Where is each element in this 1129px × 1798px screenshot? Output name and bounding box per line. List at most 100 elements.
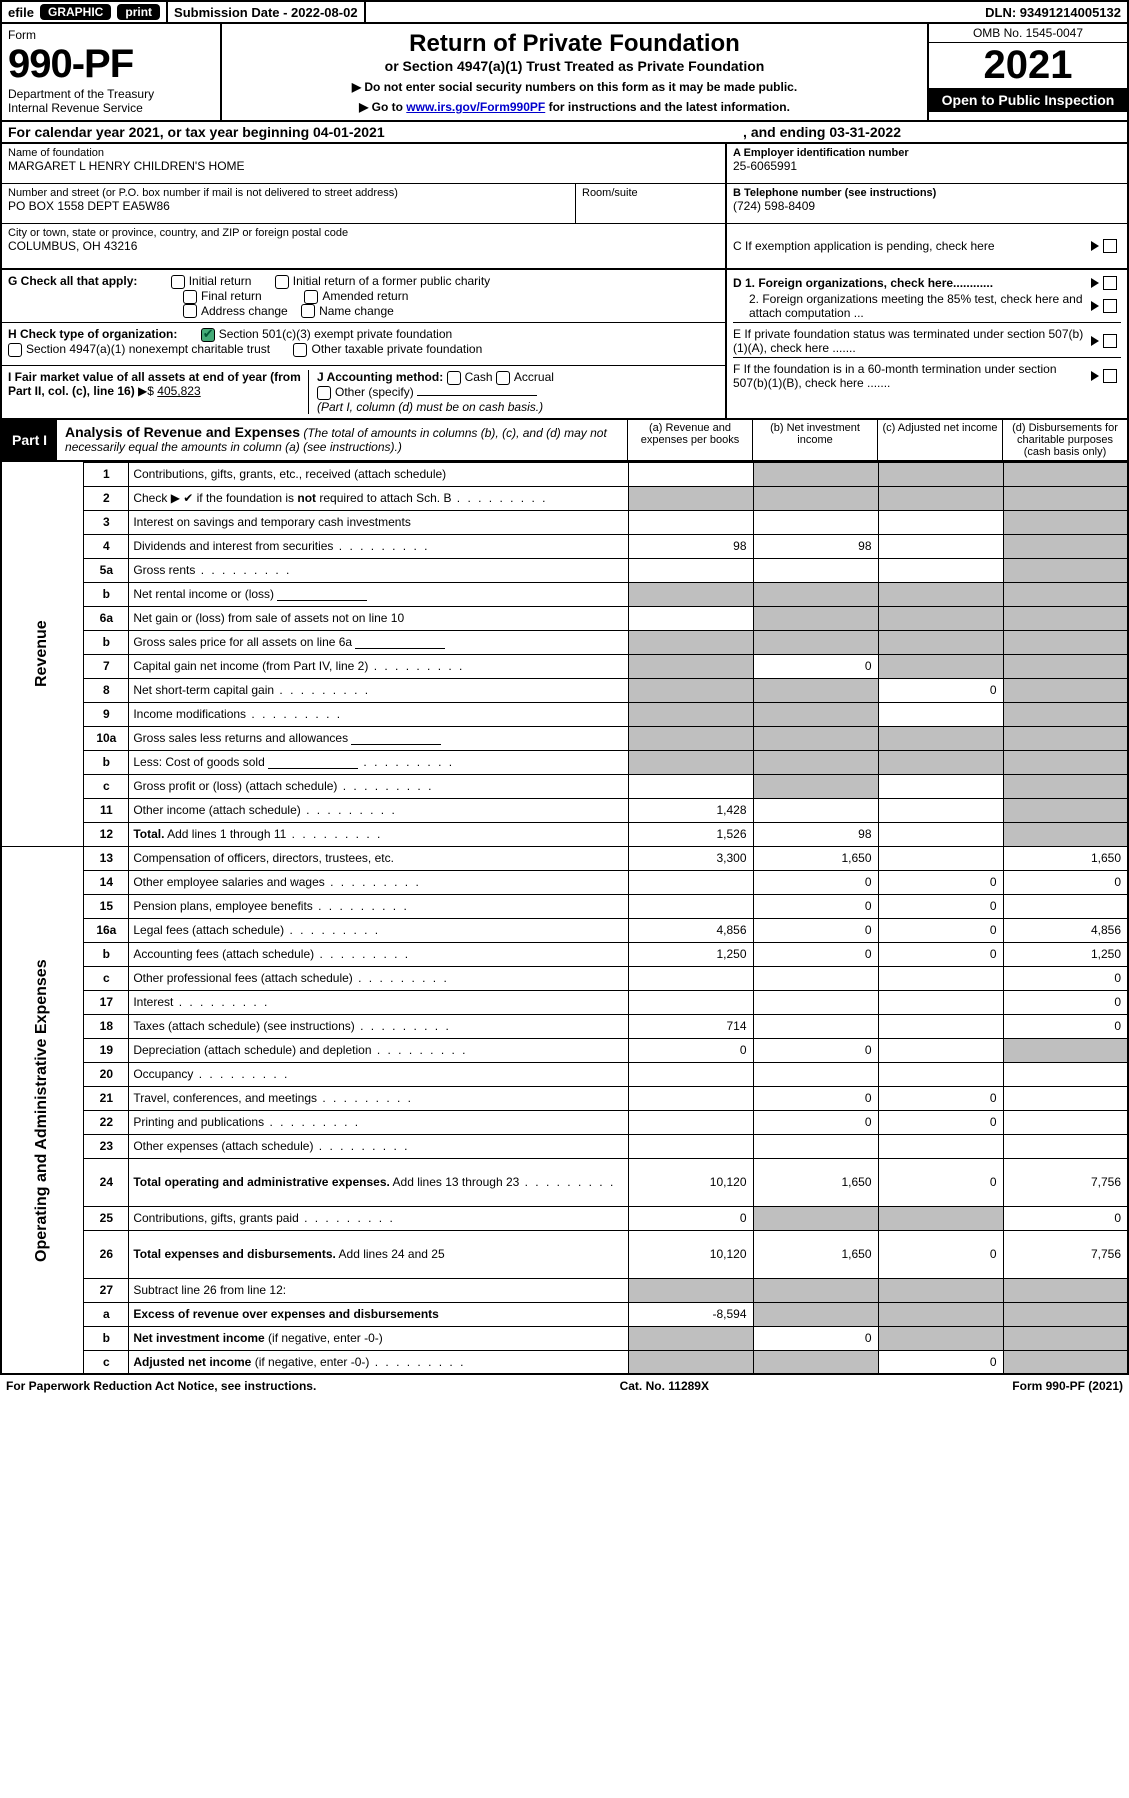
h-opt3: Other taxable private foundation	[311, 342, 482, 356]
city-value: COLUMBUS, OH 43216	[8, 239, 719, 253]
table-cell: 10a	[84, 726, 129, 750]
table-cell	[1003, 558, 1128, 582]
form-word: Form	[8, 28, 214, 42]
table-cell	[628, 774, 753, 798]
table-row: 14Other employee salaries and wages000	[1, 870, 1128, 894]
row-desc: Total. Add lines 1 through 11	[129, 822, 628, 846]
table-cell	[628, 654, 753, 678]
table-cell	[1003, 534, 1128, 558]
table-cell	[1003, 1038, 1128, 1062]
h-label: H Check type of organization:	[8, 327, 177, 341]
table-cell	[753, 1014, 878, 1038]
phone-value: (724) 598-8409	[733, 199, 1121, 213]
j-accrual-checkbox[interactable]	[496, 371, 510, 385]
table-cell	[1003, 510, 1128, 534]
table-cell	[878, 1278, 1003, 1302]
table-cell: b	[84, 750, 129, 774]
table-row: 11Other income (attach schedule)1,428	[1, 798, 1128, 822]
table-cell: 0	[878, 1110, 1003, 1134]
g-final-checkbox[interactable]	[183, 290, 197, 304]
j-cash-checkbox[interactable]	[447, 371, 461, 385]
f-checkbox[interactable]	[1103, 369, 1117, 383]
page-footer: For Paperwork Reduction Act Notice, see …	[0, 1375, 1129, 1397]
table-row: Revenue1Contributions, gifts, grants, et…	[1, 462, 1128, 486]
h-4947-checkbox[interactable]	[8, 343, 22, 357]
table-cell	[1003, 654, 1128, 678]
c-checkbox[interactable]	[1103, 239, 1117, 253]
table-cell: 0	[1003, 870, 1128, 894]
j-other-checkbox[interactable]	[317, 386, 331, 400]
row-desc: Contributions, gifts, grants paid	[129, 1206, 628, 1230]
g-opt4: Address change	[201, 304, 288, 318]
instructions-link[interactable]: www.irs.gov/Form990PF	[406, 100, 545, 114]
table-cell: 0	[878, 1086, 1003, 1110]
g-address-checkbox[interactable]	[183, 304, 197, 318]
row-desc: Other income (attach schedule)	[129, 798, 628, 822]
table-cell: 3	[84, 510, 129, 534]
footer-left: For Paperwork Reduction Act Notice, see …	[6, 1379, 316, 1393]
table-cell	[628, 510, 753, 534]
table-cell	[1003, 774, 1128, 798]
table-row: cAdjusted net income (if negative, enter…	[1, 1350, 1128, 1374]
table-row: 27Subtract line 26 from line 12:	[1, 1278, 1128, 1302]
h-row: H Check type of organization: Section 50…	[2, 322, 725, 361]
table-cell	[753, 966, 878, 990]
table-row: 10aGross sales less returns and allowanc…	[1, 726, 1128, 750]
table-row: 16aLegal fees (attach schedule)4,856004,…	[1, 918, 1128, 942]
identity-block: Name of foundation MARGARET L HENRY CHIL…	[0, 144, 1129, 270]
table-cell	[1003, 1134, 1128, 1158]
d1-checkbox[interactable]	[1103, 276, 1117, 290]
table-cell: 1	[84, 462, 129, 486]
table-cell: 24	[84, 1158, 129, 1206]
table-cell	[753, 1062, 878, 1086]
c-label: C If exemption application is pending, c…	[733, 239, 995, 253]
efile-print-pill[interactable]: print	[117, 4, 160, 20]
g-initial-checkbox[interactable]	[171, 275, 185, 289]
table-cell	[878, 486, 1003, 510]
table-cell	[878, 726, 1003, 750]
row-desc: Income modifications	[129, 702, 628, 726]
table-row: 8Net short-term capital gain0	[1, 678, 1128, 702]
table-cell	[1003, 1086, 1128, 1110]
row-desc: Occupancy	[129, 1062, 628, 1086]
g-name-checkbox[interactable]	[301, 304, 315, 318]
table-cell: 0	[628, 1038, 753, 1062]
table-cell	[753, 582, 878, 606]
e-checkbox[interactable]	[1103, 334, 1117, 348]
table-cell: -8,594	[628, 1302, 753, 1326]
instr-ssn: ▶ Do not enter social security numbers o…	[232, 80, 917, 94]
h-501c3-checkbox[interactable]	[201, 328, 215, 342]
table-cell	[1003, 486, 1128, 510]
room-label: Room/suite	[582, 187, 719, 199]
table-row: 12Total. Add lines 1 through 111,52698	[1, 822, 1128, 846]
table-cell	[628, 1326, 753, 1350]
table-cell	[1003, 822, 1128, 846]
table-cell: 17	[84, 990, 129, 1014]
table-cell: 0	[878, 1350, 1003, 1374]
part1-title: Analysis of Revenue and Expenses	[65, 424, 300, 440]
d1-label: D 1. Foreign organizations, check here..…	[733, 276, 993, 290]
table-cell	[1003, 582, 1128, 606]
d2-checkbox[interactable]	[1103, 299, 1117, 313]
instr-pre: ▶ Go to	[359, 100, 406, 114]
table-cell: 9	[84, 702, 129, 726]
j-label: J Accounting method:	[317, 370, 443, 384]
ein-label: A Employer identification number	[733, 147, 909, 159]
g-amended-checkbox[interactable]	[304, 290, 318, 304]
g-initial-former-checkbox[interactable]	[275, 275, 289, 289]
table-cell	[878, 510, 1003, 534]
table-cell	[1003, 1326, 1128, 1350]
row-desc: Printing and publications	[129, 1110, 628, 1134]
table-cell: 26	[84, 1230, 129, 1278]
f-label: F If the foundation is in a 60-month ter…	[733, 362, 1085, 390]
table-cell: 0	[878, 894, 1003, 918]
footer-mid: Cat. No. 11289X	[620, 1379, 709, 1393]
h-other-checkbox[interactable]	[293, 343, 307, 357]
h-opt1: Section 501(c)(3) exempt private foundat…	[219, 327, 452, 341]
table-cell: 6a	[84, 606, 129, 630]
arrow-icon	[1091, 371, 1099, 381]
table-cell	[628, 1110, 753, 1134]
table-cell	[1003, 702, 1128, 726]
table-cell	[753, 510, 878, 534]
city-label: City or town, state or province, country…	[8, 227, 719, 239]
